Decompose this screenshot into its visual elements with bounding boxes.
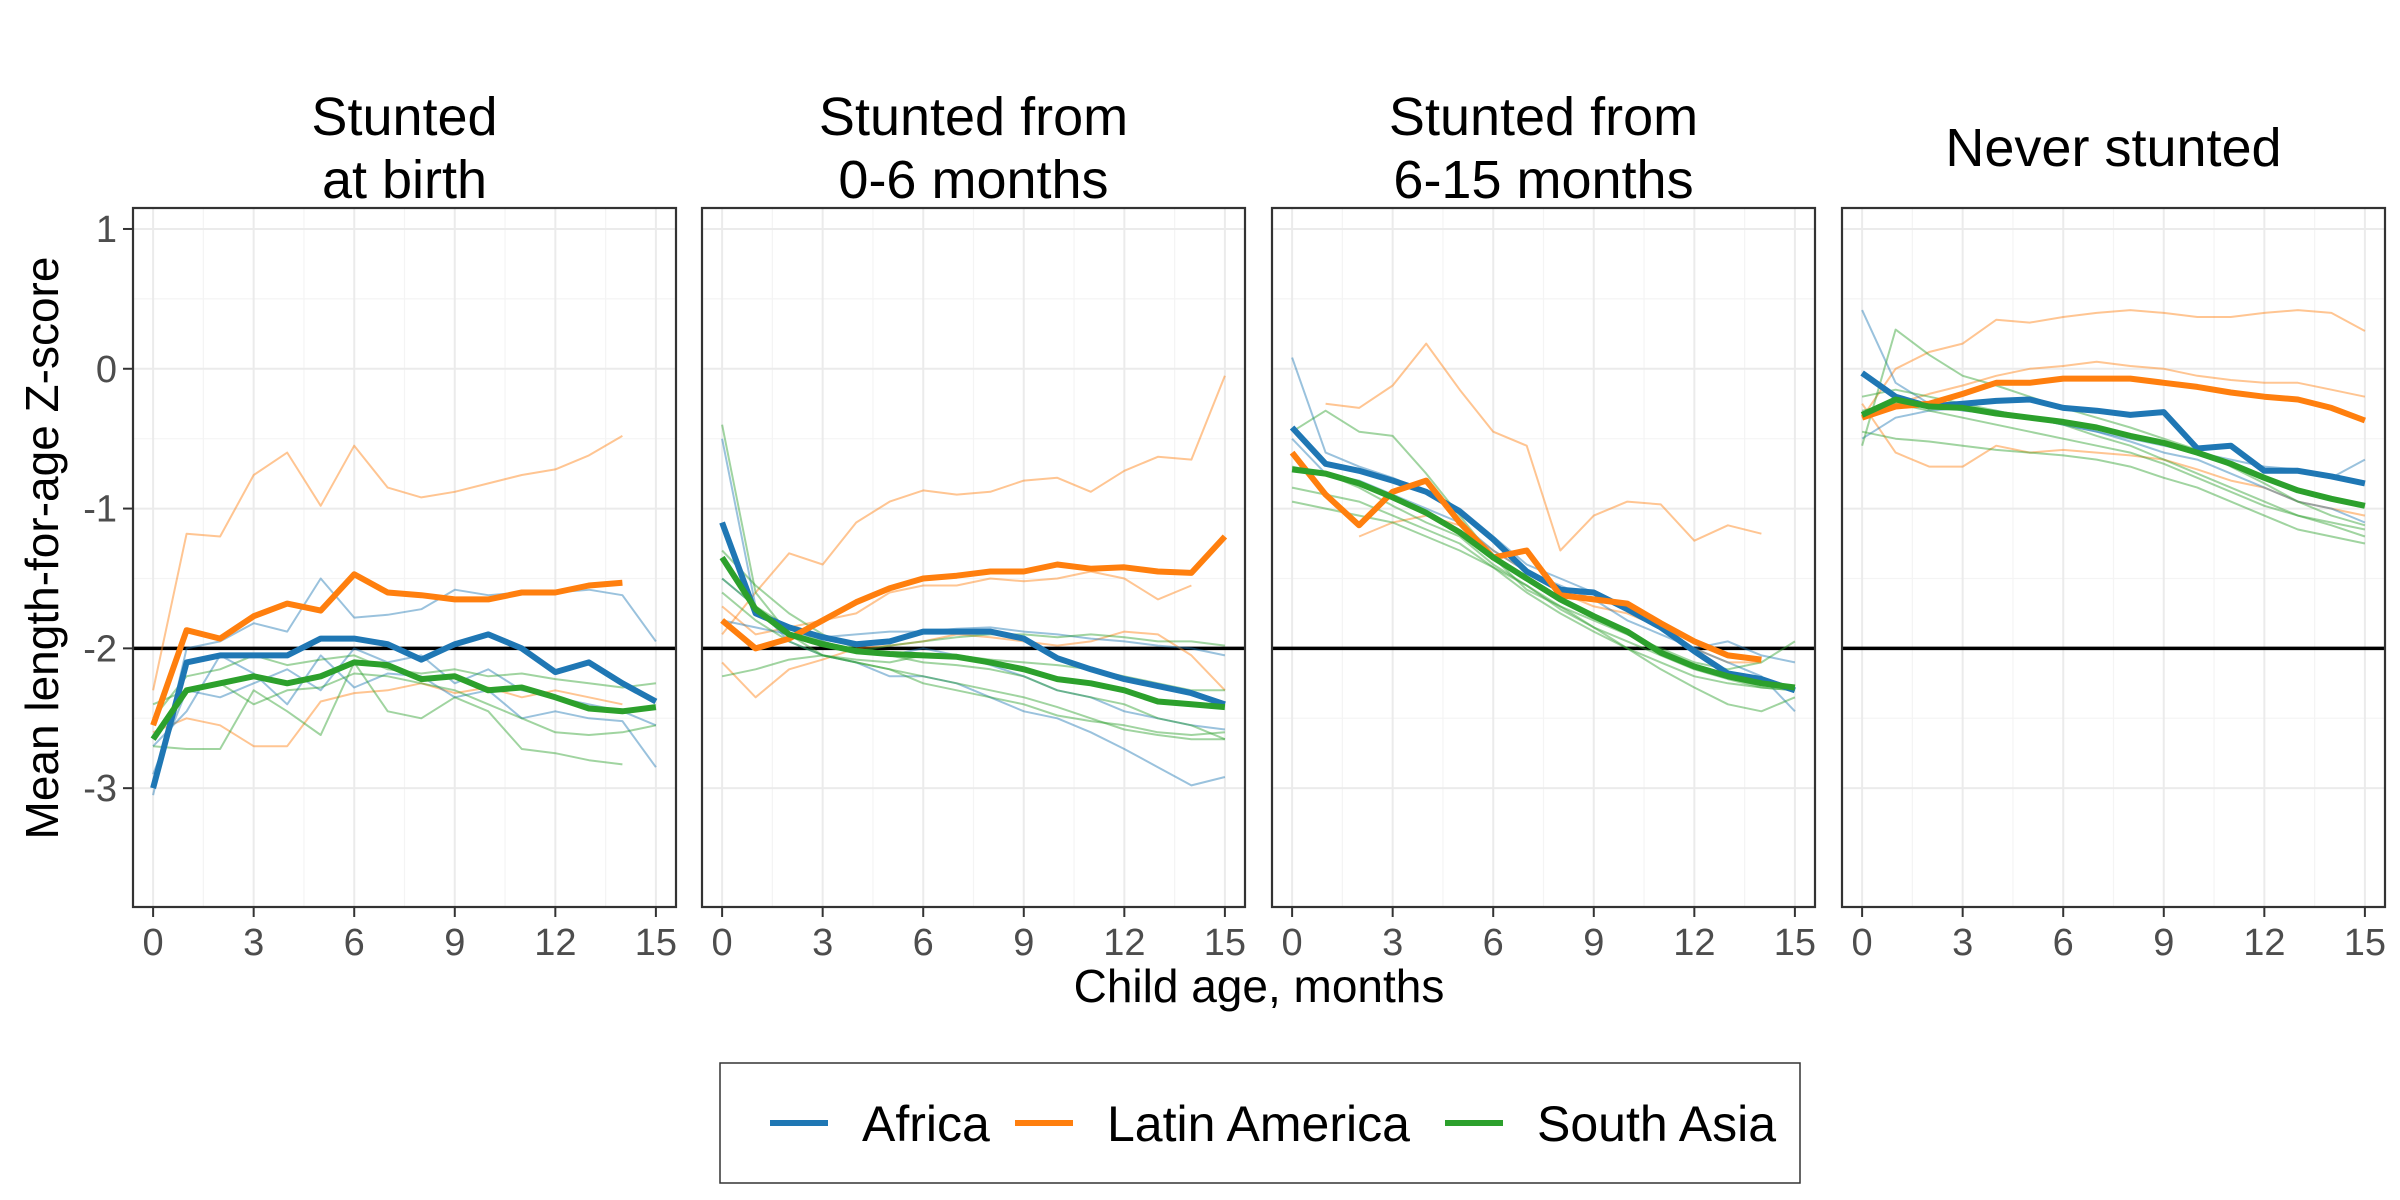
x-tick-label: 15 [1774,922,1816,964]
facet-title: Stunted from [1389,87,1698,147]
panel-border [1270,206,1817,909]
legend-label-south-asia: South Asia [1537,1096,1776,1152]
x-tick-label: 6 [344,922,365,964]
country-line-south-asia [1291,500,1796,713]
x-tick-label: 3 [243,922,264,964]
x-tick-label: 15 [1204,922,1246,964]
series-line-latin-america [720,534,1228,652]
x-tick-label: 0 [1282,922,1303,964]
panel-border [700,206,1247,909]
facet-series [1860,309,2366,545]
series-line-south-asia [719,555,1226,711]
series-line-south-asia [150,659,657,741]
series-line-latin-america [1861,375,2366,424]
x-tick-label: 0 [143,922,164,964]
x-tick-label: 3 [1382,922,1403,964]
x-tick-label: 6 [913,922,934,964]
series-line-south-asia [1860,396,2366,509]
country-line-latin-america [1861,360,2366,419]
facet-title: 6-15 months [1393,150,1693,210]
x-tick-label: 12 [1103,922,1145,964]
x-tick-label: 12 [534,922,576,964]
x-tick-label: 15 [635,922,677,964]
x-tick-label: 9 [2153,922,2174,964]
country-line-south-asia [721,424,1225,741]
country-line-latin-america [721,570,1192,636]
x-tick-label: 6 [2053,922,2074,964]
facet-series [1289,342,1796,713]
x-axis-title: Child age, months [1074,960,1445,1012]
series-line-latin-america [150,571,623,727]
country-line-south-asia [152,672,657,736]
country-line-south-asia [153,661,623,766]
y-tick-label: -2 [83,628,117,670]
series-line-africa [1289,425,1796,694]
panel-border [131,206,678,909]
facet-series [719,375,1228,787]
country-line-latin-america [1861,309,2366,419]
country-line-latin-america [1325,342,1762,552]
x-tick-label: 9 [1013,922,1034,964]
facet-series [150,435,658,796]
facet-title: 0-6 months [838,150,1108,210]
y-tick-label: 0 [96,349,117,391]
facet-title: Stunted from [819,87,1128,147]
x-tick-label: 6 [1483,922,1504,964]
panel-border [1840,206,2387,909]
country-line-south-asia [721,591,1225,736]
y-tick-label: 1 [96,209,117,251]
x-tick-label: 15 [2344,922,2386,964]
series-line-south-asia [1291,466,1796,691]
y-axis-title: Mean length-for-age Z-score [16,257,68,840]
y-tick-label: -1 [83,489,117,531]
country-line-africa [721,438,1226,787]
x-tick-label: 3 [812,922,833,964]
series-line-africa [150,631,658,789]
x-tick-label: 12 [2243,922,2285,964]
country-line-south-asia [1861,328,2366,527]
facet-title: Never stunted [1945,118,2281,178]
x-tick-label: 3 [1952,922,1973,964]
country-line-latin-america [152,435,623,691]
facet-title: Stunted [311,87,497,147]
x-tick-label: 0 [1852,922,1873,964]
x-tick-label: 0 [712,922,733,964]
y-tick-label: -3 [83,768,117,810]
country-line-latin-america [721,630,1226,699]
facet-title: at birth [322,150,487,210]
legend-box [719,1062,1801,1184]
legend-label-latin-america: Latin America [1107,1096,1410,1152]
country-line-latin-america [721,375,1226,636]
country-line-south-asia [1861,430,2366,545]
x-tick-label: 9 [1583,922,1604,964]
x-tick-label: 9 [444,922,465,964]
country-line-latin-america [1861,403,2366,517]
legend: Africa Latin America South Asia [719,1062,1801,1184]
legend-label-africa: Africa [862,1096,990,1152]
facet-panel-4: 0 3 6 9 12 15 Never stunted [1840,118,2387,964]
country-line-south-asia [1861,402,2366,531]
country-line-africa [721,619,1226,657]
x-tick-label: 12 [1673,922,1715,964]
country-line-latin-america [152,682,623,748]
series-line-latin-america [1289,450,1762,663]
country-line-south-asia [721,549,1226,741]
